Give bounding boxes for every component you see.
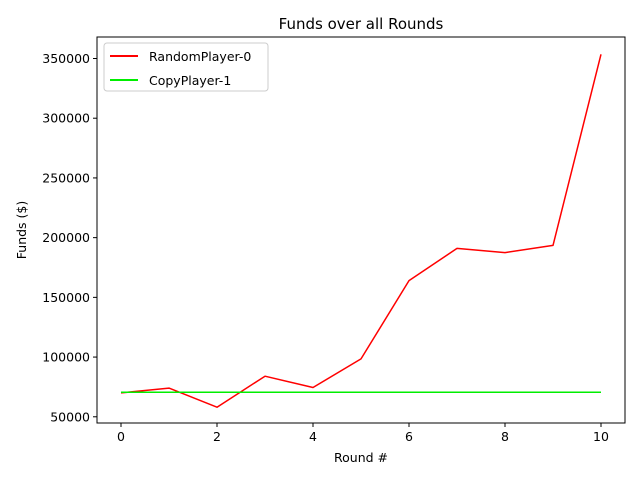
y-tick-label: 300000: [42, 111, 90, 126]
legend: RandomPlayer-0 CopyPlayer-1: [103, 42, 269, 92]
y-axis-label: Funds ($): [14, 201, 29, 259]
x-tick-label: 6: [405, 429, 413, 444]
x-tick-label: 4: [309, 429, 317, 444]
y-tick-label: 250000: [42, 170, 90, 185]
y-tick-label: 100000: [42, 350, 90, 365]
y-tick-label: 350000: [42, 51, 90, 66]
legend-label-copyplayer-1: CopyPlayer-1: [149, 73, 231, 88]
x-tick-label: 8: [501, 429, 509, 444]
y-tick-label: 50000: [50, 409, 90, 424]
chart-title: Funds over all Rounds: [279, 15, 444, 33]
legend-box: [103, 42, 269, 92]
x-axis-label: Round #: [334, 450, 388, 465]
x-tick-label: 10: [593, 429, 609, 444]
x-tick-label: 2: [213, 429, 221, 444]
legend-label-randomplayer-0: RandomPlayer-0: [149, 49, 251, 64]
x-axis-ticks: 0 2 4 6 8 10: [117, 423, 609, 444]
plot-frame: [96, 36, 626, 424]
series-line-randomplayer-0: [120, 54, 602, 408]
x-tick-label: 0: [117, 429, 125, 444]
y-axis-ticks: 50000 100000 150000 200000 250000 300000 35000…: [42, 51, 97, 424]
y-tick-label: 150000: [42, 290, 90, 305]
plot-series: [120, 54, 602, 408]
y-tick-label: 200000: [42, 230, 90, 245]
